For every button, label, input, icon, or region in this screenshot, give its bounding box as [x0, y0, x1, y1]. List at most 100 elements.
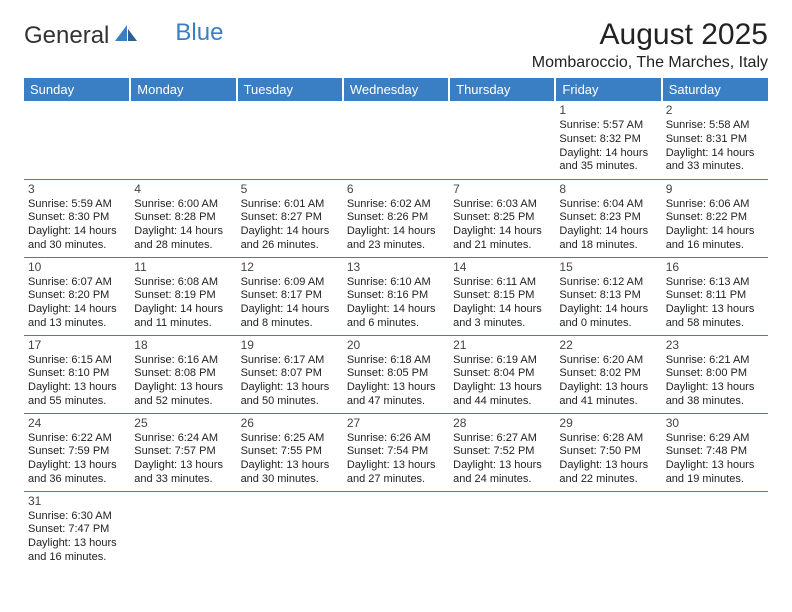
daylight-text: Daylight: 13 hours — [134, 459, 232, 473]
day-number: 3 — [28, 182, 126, 197]
calendar-row: 31Sunrise: 6:30 AMSunset: 7:47 PMDayligh… — [24, 491, 768, 569]
sunrise-text: Sunrise: 6:21 AM — [666, 354, 764, 368]
daylight-text: Daylight: 13 hours — [28, 381, 126, 395]
sunset-text: Sunset: 8:04 PM — [453, 367, 551, 381]
day-number: 7 — [453, 182, 551, 197]
daylight-text: Daylight: 14 hours — [347, 225, 445, 239]
sunset-text: Sunset: 8:13 PM — [559, 289, 657, 303]
calendar-cell — [555, 491, 661, 569]
day-number: 26 — [241, 416, 339, 431]
daylight-text: and 30 minutes. — [28, 239, 126, 253]
daylight-text: and 3 minutes. — [453, 317, 551, 331]
calendar-cell: 25Sunrise: 6:24 AMSunset: 7:57 PMDayligh… — [130, 413, 236, 491]
sunset-text: Sunset: 7:50 PM — [559, 445, 657, 459]
daylight-text: and 44 minutes. — [453, 395, 551, 409]
sunset-text: Sunset: 8:23 PM — [559, 211, 657, 225]
day-number: 15 — [559, 260, 657, 275]
calendar-cell: 11Sunrise: 6:08 AMSunset: 8:19 PMDayligh… — [130, 257, 236, 335]
sunrise-text: Sunrise: 6:15 AM — [28, 354, 126, 368]
daylight-text: Daylight: 13 hours — [559, 381, 657, 395]
daylight-text: Daylight: 13 hours — [666, 381, 764, 395]
day-header: Wednesday — [343, 78, 449, 101]
daylight-text: Daylight: 13 hours — [666, 459, 764, 473]
day-number: 2 — [666, 103, 764, 118]
sunrise-text: Sunrise: 6:08 AM — [134, 276, 232, 290]
calendar-row: 10Sunrise: 6:07 AMSunset: 8:20 PMDayligh… — [24, 257, 768, 335]
sunrise-text: Sunrise: 6:04 AM — [559, 198, 657, 212]
sunset-text: Sunset: 8:05 PM — [347, 367, 445, 381]
day-number: 24 — [28, 416, 126, 431]
daylight-text: Daylight: 14 hours — [559, 225, 657, 239]
day-number: 14 — [453, 260, 551, 275]
sunrise-text: Sunrise: 6:30 AM — [28, 510, 126, 524]
sunset-text: Sunset: 8:08 PM — [134, 367, 232, 381]
sunrise-text: Sunrise: 6:29 AM — [666, 432, 764, 446]
calendar-cell: 30Sunrise: 6:29 AMSunset: 7:48 PMDayligh… — [662, 413, 768, 491]
daylight-text: and 38 minutes. — [666, 395, 764, 409]
sunrise-text: Sunrise: 6:01 AM — [241, 198, 339, 212]
daylight-text: Daylight: 14 hours — [559, 303, 657, 317]
day-number: 13 — [347, 260, 445, 275]
calendar-cell: 8Sunrise: 6:04 AMSunset: 8:23 PMDaylight… — [555, 179, 661, 257]
sunrise-text: Sunrise: 6:13 AM — [666, 276, 764, 290]
daylight-text: Daylight: 14 hours — [28, 225, 126, 239]
sunset-text: Sunset: 8:11 PM — [666, 289, 764, 303]
daylight-text: and 11 minutes. — [134, 317, 232, 331]
day-header-row: Sunday Monday Tuesday Wednesday Thursday… — [24, 78, 768, 101]
calendar-cell — [449, 491, 555, 569]
sunrise-text: Sunrise: 6:00 AM — [134, 198, 232, 212]
calendar-row: 24Sunrise: 6:22 AMSunset: 7:59 PMDayligh… — [24, 413, 768, 491]
day-number: 12 — [241, 260, 339, 275]
calendar-cell: 23Sunrise: 6:21 AMSunset: 8:00 PMDayligh… — [662, 335, 768, 413]
daylight-text: and 19 minutes. — [666, 473, 764, 487]
day-number: 19 — [241, 338, 339, 353]
sunset-text: Sunset: 8:20 PM — [28, 289, 126, 303]
sunrise-text: Sunrise: 6:06 AM — [666, 198, 764, 212]
daylight-text: and 24 minutes. — [453, 473, 551, 487]
calendar-cell — [130, 491, 236, 569]
sunset-text: Sunset: 8:17 PM — [241, 289, 339, 303]
sunset-text: Sunset: 8:16 PM — [347, 289, 445, 303]
sunrise-text: Sunrise: 6:18 AM — [347, 354, 445, 368]
sunset-text: Sunset: 7:54 PM — [347, 445, 445, 459]
daylight-text: and 47 minutes. — [347, 395, 445, 409]
day-number: 23 — [666, 338, 764, 353]
day-number: 20 — [347, 338, 445, 353]
daylight-text: and 26 minutes. — [241, 239, 339, 253]
daylight-text: Daylight: 14 hours — [453, 303, 551, 317]
calendar-cell — [237, 101, 343, 179]
sunset-text: Sunset: 8:32 PM — [559, 133, 657, 147]
sunset-text: Sunset: 8:02 PM — [559, 367, 657, 381]
calendar-cell: 18Sunrise: 6:16 AMSunset: 8:08 PMDayligh… — [130, 335, 236, 413]
calendar-cell: 26Sunrise: 6:25 AMSunset: 7:55 PMDayligh… — [237, 413, 343, 491]
daylight-text: Daylight: 13 hours — [666, 303, 764, 317]
daylight-text: Daylight: 13 hours — [453, 459, 551, 473]
calendar-row: 17Sunrise: 6:15 AMSunset: 8:10 PMDayligh… — [24, 335, 768, 413]
calendar-cell: 17Sunrise: 6:15 AMSunset: 8:10 PMDayligh… — [24, 335, 130, 413]
daylight-text: Daylight: 13 hours — [559, 459, 657, 473]
daylight-text: Daylight: 13 hours — [241, 459, 339, 473]
daylight-text: and 0 minutes. — [559, 317, 657, 331]
calendar-cell — [130, 101, 236, 179]
calendar-cell: 21Sunrise: 6:19 AMSunset: 8:04 PMDayligh… — [449, 335, 555, 413]
daylight-text: and 16 minutes. — [666, 239, 764, 253]
daylight-text: Daylight: 14 hours — [453, 225, 551, 239]
logo-text-general: General — [24, 22, 109, 50]
day-number: 31 — [28, 494, 126, 509]
daylight-text: Daylight: 13 hours — [28, 459, 126, 473]
calendar-cell: 14Sunrise: 6:11 AMSunset: 8:15 PMDayligh… — [449, 257, 555, 335]
day-number: 27 — [347, 416, 445, 431]
day-number: 5 — [241, 182, 339, 197]
day-number: 11 — [134, 260, 232, 275]
calendar-cell: 31Sunrise: 6:30 AMSunset: 7:47 PMDayligh… — [24, 491, 130, 569]
daylight-text: Daylight: 14 hours — [666, 225, 764, 239]
calendar-cell — [449, 101, 555, 179]
daylight-text: Daylight: 13 hours — [28, 537, 126, 551]
sunrise-text: Sunrise: 6:26 AM — [347, 432, 445, 446]
daylight-text: and 35 minutes. — [559, 160, 657, 174]
sunrise-text: Sunrise: 6:07 AM — [28, 276, 126, 290]
sunset-text: Sunset: 8:25 PM — [453, 211, 551, 225]
daylight-text: Daylight: 14 hours — [347, 303, 445, 317]
daylight-text: Daylight: 14 hours — [241, 303, 339, 317]
day-number: 6 — [347, 182, 445, 197]
